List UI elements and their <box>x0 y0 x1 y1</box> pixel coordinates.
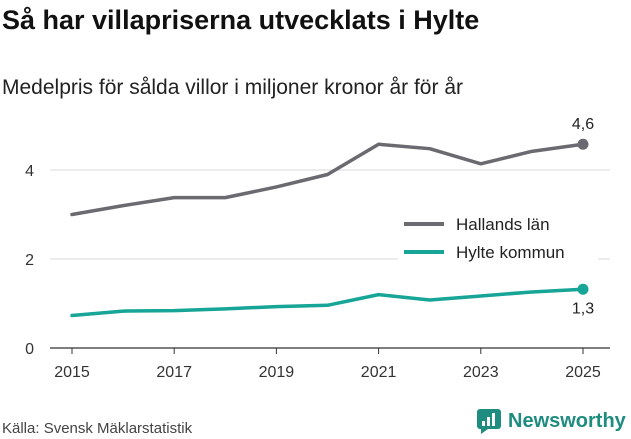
legend-background <box>398 210 598 266</box>
x-tick-label: 2023 <box>463 364 499 381</box>
newsworthy-logo-icon <box>477 409 501 434</box>
brand-logo: Newsworthy <box>476 408 626 434</box>
chart-subtitle: Medelpris för sålda villor i miljoner kr… <box>2 76 463 99</box>
legend-label: Hallands län <box>456 215 550 234</box>
series-end-point-hylte-kommun <box>577 283 589 295</box>
end-value-label: 4,6 <box>572 116 594 133</box>
x-tick-label: 2021 <box>361 364 397 381</box>
x-tick-label: 2019 <box>259 364 295 381</box>
brand-name: Newsworthy <box>508 409 626 432</box>
x-tick-label: 2025 <box>565 364 601 381</box>
source-note: Källa: Svensk Mäklarstatistik <box>2 420 193 437</box>
end-value-label: 1,3 <box>572 300 594 317</box>
series-line-hylte-kommun <box>70 287 585 318</box>
series-line-hallands-l-n <box>70 142 585 217</box>
legend-label: Hylte kommun <box>456 243 565 262</box>
y-tick-label: 0 <box>25 341 34 358</box>
x-tick-label: 2017 <box>156 364 192 381</box>
series-end-point-hallands-l-n <box>577 138 589 150</box>
y-tick-label: 2 <box>25 252 34 269</box>
chart-title: Så har villapriserna utvecklats i Hylte <box>2 5 480 35</box>
y-tick-label: 4 <box>25 163 34 180</box>
x-tick-label: 2015 <box>54 364 90 381</box>
